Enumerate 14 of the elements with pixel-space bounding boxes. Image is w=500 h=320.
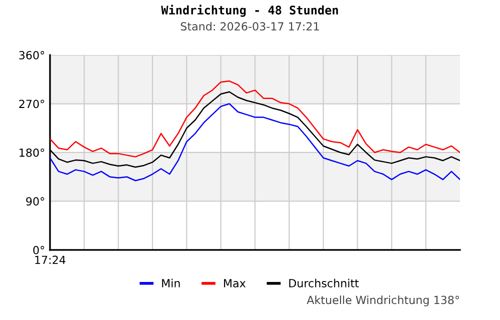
legend-label: Durchschnitt — [289, 278, 359, 288]
x-tick-label: 17:24 — [35, 256, 66, 264]
y-tick-label: 90° — [26, 197, 44, 206]
y-tick-label: 360° — [19, 51, 44, 60]
y-tick-label: 180° — [20, 148, 44, 157]
chart-subtitle: Stand: 2026-03-17 17:21 — [180, 22, 319, 31]
chart-title: Windrichtung - 48 Stunden — [161, 4, 338, 17]
y-tick-label: 0° — [33, 246, 44, 254]
legend-label: Min — [162, 278, 180, 288]
line-series — [50, 103, 460, 182]
text: Aktuelle Windrichtung 138° — [306, 296, 459, 306]
line-series — [50, 80, 460, 158]
y-tick-label: 270° — [19, 100, 44, 108]
legend-label: Max — [224, 279, 246, 288]
